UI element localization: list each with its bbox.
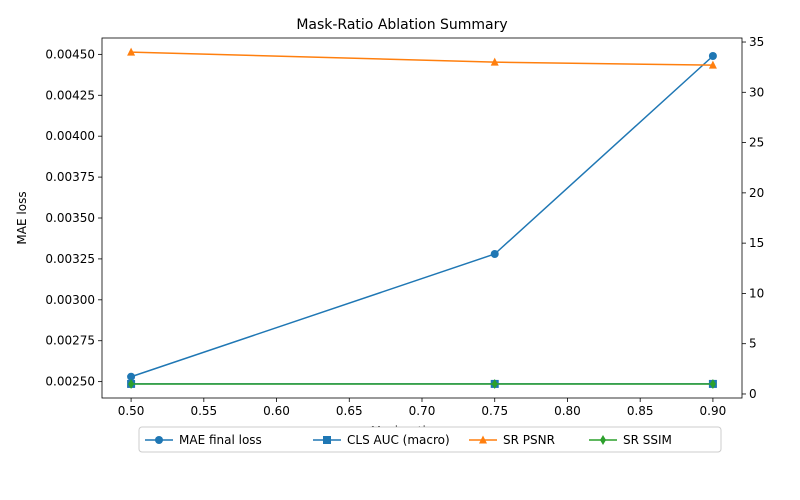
series-2-point-0: [127, 47, 136, 56]
x-tick-label-5: 0.75: [481, 404, 508, 418]
legend: MAE final loss CLS AUC (macro) SR PSNR SR S…: [138, 426, 722, 453]
legend-marker-2: [479, 435, 487, 444]
series-0-point-2: [708, 52, 717, 60]
series-2: [127, 47, 717, 69]
y-tick-label-3: 0.00325: [45, 252, 95, 266]
y-tick-label-7: 0.00425: [45, 88, 95, 102]
legend-box: [138, 426, 722, 453]
x-tick-label-6: 0.80: [554, 404, 581, 418]
series-3-point-1: [491, 379, 498, 390]
series-line-0: [130, 55, 714, 378]
y-tick-label-1: 0.00275: [45, 334, 95, 348]
x-tick-label-0: 0.50: [118, 404, 145, 418]
x-tick-label-1: 0.55: [190, 404, 217, 418]
series-0-point-0: [127, 372, 136, 381]
y2-tick-label-4: 20: [749, 186, 764, 200]
x-tick-label-2: 0.60: [263, 404, 290, 418]
y-tick-label-0: 0.00250: [45, 375, 95, 389]
legend-marker-0: [155, 436, 163, 444]
y2-tick-label-2: 10: [749, 286, 764, 300]
x-tick-label-4: 0.70: [409, 404, 436, 418]
y-tick-label-4: 0.00350: [45, 211, 95, 225]
series-3: [128, 379, 716, 390]
series-0-point-1: [490, 250, 499, 258]
y2-tick-label-1: 5: [749, 337, 757, 351]
chart-title: Mask-Ratio Ablation Summary: [296, 17, 507, 33]
series-2-point-2: [708, 60, 717, 69]
y-axis-label: MAE loss: [15, 191, 29, 244]
y-tick-label-2: 0.00300: [45, 293, 95, 307]
y2-tick-label-0: 0: [749, 387, 757, 401]
plot-frame: [101, 37, 743, 399]
y-tick-label-8: 0.00450: [45, 47, 95, 61]
legend-label-0: MAE final loss: [179, 433, 262, 447]
series-3-point-0: [128, 379, 135, 390]
y-tick-label-6: 0.00400: [45, 129, 95, 143]
series-line-2: [131, 51, 713, 66]
legend-marker-1: [323, 436, 331, 444]
legend-label-1: CLS AUC (macro): [347, 433, 450, 447]
x-tick-label-8: 0.90: [700, 404, 727, 418]
x-tick-label-3: 0.65: [336, 404, 363, 418]
x-tick-label-7: 0.85: [627, 404, 654, 418]
legend-label-3: SR SSIM: [623, 433, 672, 447]
legend-marker-3: [600, 435, 606, 445]
y2-tick-label-6: 30: [749, 85, 764, 99]
y-tick-label-5: 0.00375: [45, 170, 95, 184]
y2-tick-label-3: 15: [749, 236, 764, 250]
y2-tick-label-5: 25: [749, 136, 764, 150]
plot-area: 0.50 0.55 0.60 0.65 0.70 0.75 0.80 0.85 0.90 0.00…: [45, 35, 764, 418]
legend-label-2: SR PSNR: [503, 433, 555, 447]
series-2-point-1: [490, 57, 499, 66]
series-3-point-2: [709, 379, 716, 390]
series-0: [127, 52, 717, 381]
y2-tick-label-7: 35: [749, 35, 764, 49]
